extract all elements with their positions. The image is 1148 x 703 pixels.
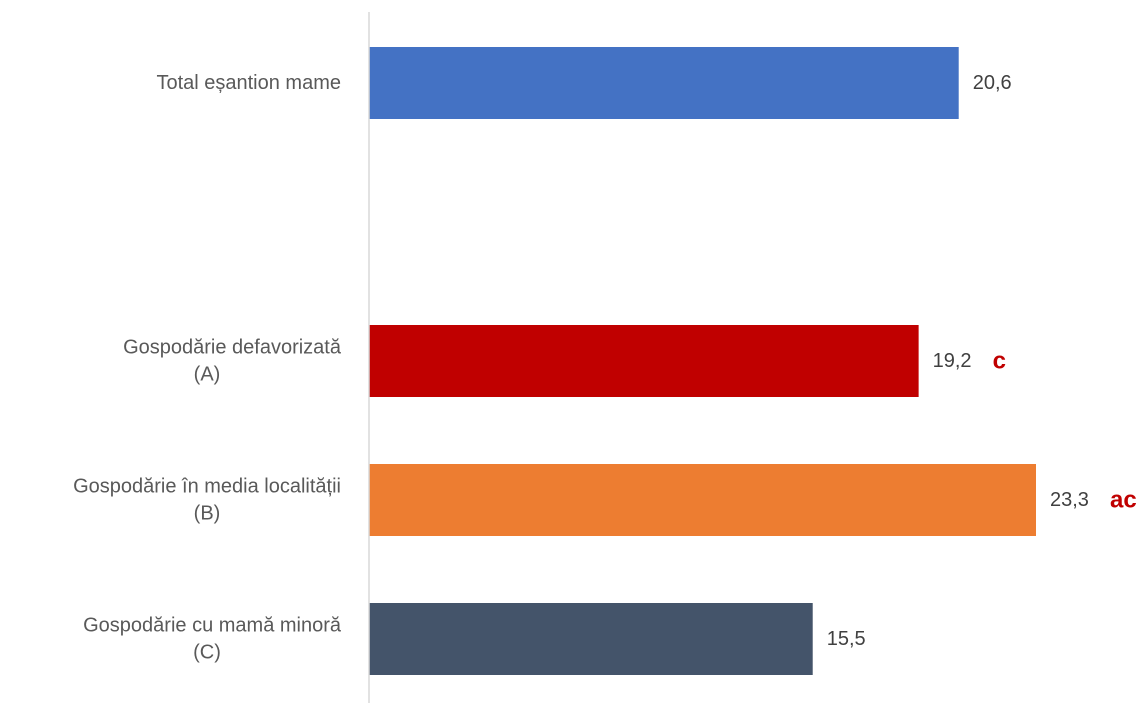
bar — [369, 47, 959, 119]
bar — [369, 464, 1036, 536]
data-label: 20,6 — [973, 72, 1012, 94]
category-label: (B) — [194, 503, 221, 525]
data-label: 15,5 — [827, 628, 866, 650]
bar — [369, 325, 919, 397]
category-label: (C) — [193, 642, 221, 664]
significance-label: ac — [1110, 487, 1137, 514]
significance-label: c — [993, 348, 1006, 375]
data-label: 19,2 — [933, 350, 972, 372]
category-label: Gospodărie cu mamă minoră — [83, 615, 342, 637]
bar — [369, 603, 813, 675]
category-label: Gospodărie defavorizată — [123, 337, 342, 359]
category-label: (A) — [194, 364, 221, 386]
category-label: Total eșantion mame — [156, 72, 341, 94]
category-label: Gospodărie în media localității — [73, 476, 341, 498]
bars-layer — [369, 47, 1036, 675]
data-label: 23,3 — [1050, 489, 1089, 511]
labels-layer: Total eșantion mame 20,6 Gospodărie defavo… — [73, 72, 1137, 664]
